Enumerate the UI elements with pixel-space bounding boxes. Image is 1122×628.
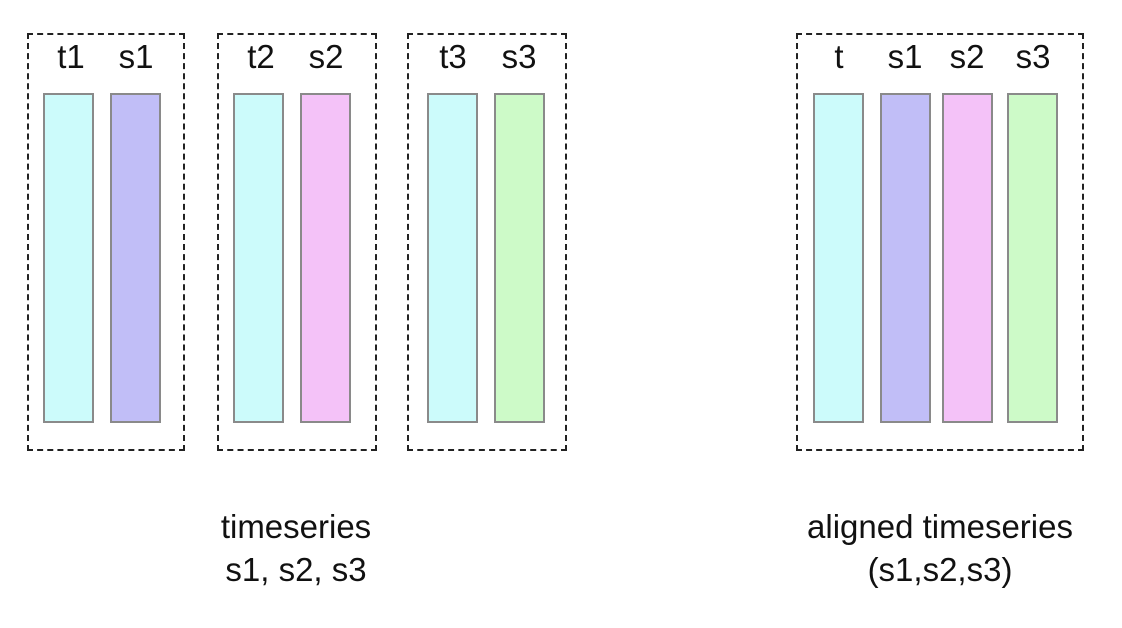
time-column-bar: [813, 93, 864, 423]
column-label: t: [834, 38, 844, 75]
time-column-bar: [233, 93, 284, 423]
aligned-timeseries-group: t s1 s2 s3: [796, 33, 1084, 451]
s1-column-bar: [110, 93, 161, 423]
column-label: s1: [118, 38, 154, 75]
timeseries-group-1: t1 s1: [27, 33, 185, 451]
column-label: s2: [308, 38, 344, 75]
s2-column-bar: [942, 93, 993, 423]
column-label: t3: [439, 38, 467, 75]
s2-column-bar: [300, 93, 351, 423]
column-label: s1: [887, 38, 923, 75]
caption-line: (s1,s2,s3): [867, 551, 1013, 588]
time-column-bar: [43, 93, 94, 423]
column-label: s3: [501, 38, 537, 75]
caption-line: timeseries: [220, 508, 372, 545]
s1-column-bar: [880, 93, 931, 423]
column-label: s2: [949, 38, 985, 75]
timeseries-group-3: t3 s3: [407, 33, 567, 451]
column-label: s3: [1015, 38, 1051, 75]
s3-column-bar: [494, 93, 545, 423]
column-label: t1: [57, 38, 85, 75]
column-label: t2: [247, 38, 275, 75]
timeseries-caption: timeseries s1, s2, s3: [146, 505, 446, 591]
s3-column-bar: [1007, 93, 1058, 423]
caption-line: aligned timeseries: [807, 508, 1073, 545]
time-column-bar: [427, 93, 478, 423]
timeseries-group-2: t2 s2: [217, 33, 377, 451]
caption-line: s1, s2, s3: [225, 551, 367, 588]
aligned-timeseries-caption: aligned timeseries (s1,s2,s3): [760, 505, 1120, 591]
